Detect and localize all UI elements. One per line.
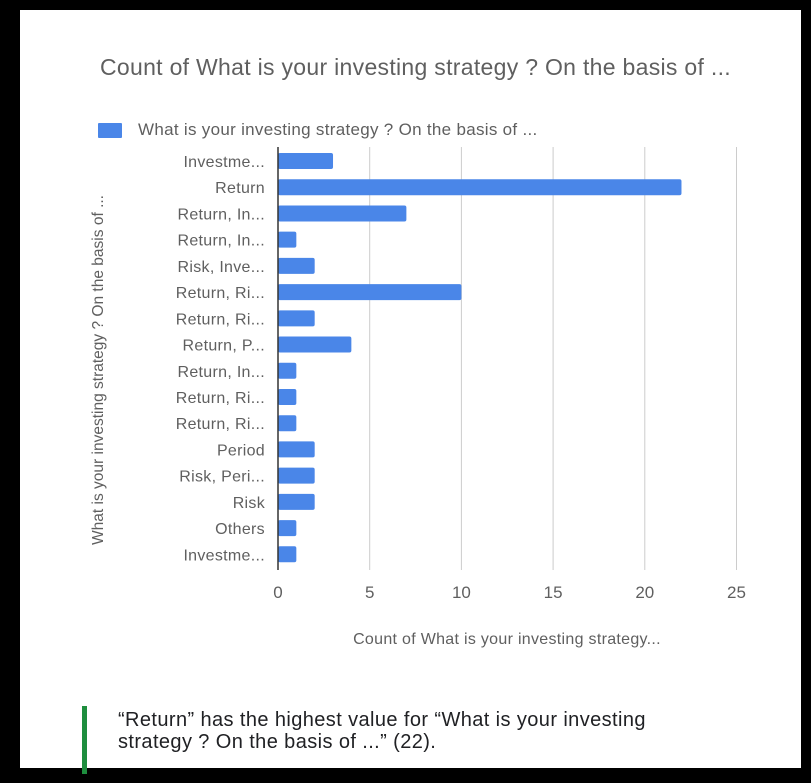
bar <box>278 257 315 274</box>
y-tick-label: Return, In... <box>178 233 266 250</box>
bar <box>278 467 315 484</box>
y-tick-label: Return, Ri... <box>176 285 265 302</box>
bar <box>278 284 462 301</box>
y-tick-label: Others <box>215 521 265 538</box>
y-tick-label: Investme... <box>183 154 265 171</box>
x-tick-label: 20 <box>635 583 654 602</box>
bar <box>278 388 297 405</box>
insight-text: “Return” has the highest value for “What… <box>118 709 646 753</box>
chart-legend: What is your investing strategy ? On the… <box>98 120 538 140</box>
y-tick-label: Return, Ri... <box>176 311 265 328</box>
legend-swatch <box>98 122 122 138</box>
y-tick-label: Return, In... <box>178 206 266 223</box>
bar <box>278 336 352 353</box>
x-tick-label: 10 <box>452 583 471 602</box>
bar <box>278 362 297 379</box>
bar <box>278 415 297 432</box>
x-axis-title: Count of What is your investing strategy… <box>353 631 661 648</box>
bar <box>278 153 334 169</box>
x-tick-label: 25 <box>727 583 746 602</box>
y-tick-label: Period <box>217 442 265 459</box>
chart-title: Count of What is your investing strategy… <box>100 54 731 80</box>
y-tick-label: Investme... <box>183 547 265 564</box>
x-tick-label: 0 <box>273 583 282 602</box>
y-tick-label: Return, Ri... <box>176 390 265 407</box>
bar <box>278 205 407 222</box>
y-tick-label: Return, Ri... <box>176 416 265 433</box>
x-tick-label: 15 <box>544 583 563 602</box>
bar <box>278 546 297 563</box>
x-tick-label: 5 <box>365 583 374 602</box>
y-tick-label: Risk, Inve... <box>178 259 265 276</box>
bar <box>278 231 297 248</box>
bar <box>278 179 682 196</box>
bar <box>278 310 315 327</box>
insight-accent-bar <box>82 706 87 774</box>
y-tick-label: Risk <box>233 495 266 512</box>
bar <box>278 441 315 458</box>
y-axis-title: What is your investing strategy ? On the… <box>90 195 107 545</box>
y-tick-label: Return, In... <box>178 364 266 381</box>
legend-label: What is your investing strategy ? On the… <box>138 120 538 139</box>
y-tick-label: Return <box>215 180 265 197</box>
bar <box>278 493 315 510</box>
y-tick-label: Return, P... <box>183 338 265 355</box>
y-tick-label: Risk, Peri... <box>179 469 265 486</box>
bar <box>278 520 297 537</box>
